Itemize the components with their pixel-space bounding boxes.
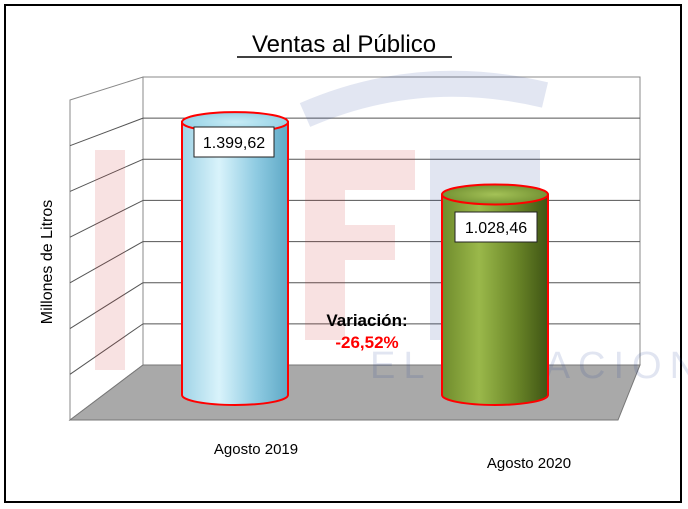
gridline (69, 117, 144, 147)
bar-agosto-2020-body (441, 193, 549, 406)
gridline (69, 241, 144, 284)
data-label-box-2020 (454, 211, 538, 243)
data-label-2019: 1.399,62 (203, 135, 265, 152)
bars (181, 111, 549, 406)
gridline (69, 158, 144, 192)
gridline (69, 323, 144, 375)
bar-agosto-2020 (441, 183, 549, 406)
x-tick-label-2019: Agosto 2019 (214, 441, 298, 458)
data-label-2020: 1.028,46 (465, 220, 527, 237)
x-tick-label-2020: Agosto 2020 (487, 455, 571, 472)
gridline (69, 199, 144, 238)
bar-agosto-2020-top (441, 183, 549, 206)
y-axis-label: Millones de Litros (39, 200, 56, 325)
bar-agosto-2019-body (181, 121, 289, 406)
gridline (69, 282, 144, 329)
data-label-box-2019 (193, 126, 275, 158)
chart-title: Ventas al Público (252, 31, 436, 58)
watermark-logo: EL ESTACIONERO (95, 70, 688, 387)
variation-label: Variación: (326, 311, 407, 330)
variation-value: -26,52% (335, 333, 398, 352)
